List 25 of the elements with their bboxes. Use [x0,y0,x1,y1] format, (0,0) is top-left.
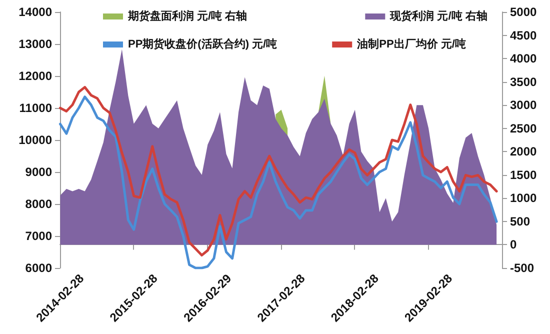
legend-label: 现货利润 元/吨 右轴 [389,10,488,22]
y-tick-label: 7000 [25,229,52,243]
y2-tick-label: 3500 [510,74,538,89]
legend-label: 期货盘面利润 元/吨 右轴 [127,10,248,22]
y-tick-label: 6000 [25,261,52,275]
y-tick-label: 12000 [18,69,52,83]
y2-tick-label: 0 [510,238,517,252]
y-tick-label: 13000 [18,37,52,51]
y2-tick-label: 2500 [510,121,538,136]
y2-tick-label: 1500 [510,168,538,182]
y2-tick-label: -500 [510,261,534,275]
y2-tick-label: 5000 [510,5,538,19]
y2-tick-label: 2000 [510,144,538,159]
y2-tick-label: 4500 [510,28,538,42]
y2-tick-label: 3000 [510,98,538,112]
y-tick-label: 9000 [25,165,52,179]
legend-label: PP期货收盘价(活跃合约) 元/吨 [128,38,278,50]
legend-label: 油制PP出厂均价 元/吨 [356,38,466,50]
y-tick-label: 14000 [18,5,52,19]
y2-tick-label: 4000 [510,52,538,66]
y-tick-label: 8000 [25,197,52,211]
y-tick-label: 10000 [18,133,52,147]
y2-tick-label: 1000 [510,191,538,206]
y2-tick-label: 500 [510,214,530,228]
y-tick-label: 11000 [19,101,52,115]
